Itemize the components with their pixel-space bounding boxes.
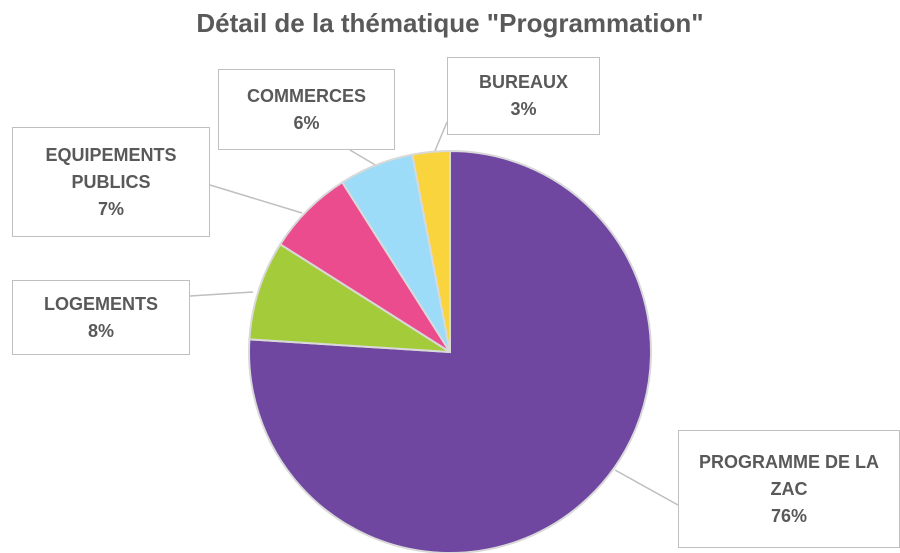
data-label: PROGRAMME DE LA ZAC 76%: [678, 430, 900, 548]
pie-slice: [248, 242, 451, 353]
label-value: 76%: [770, 505, 808, 526]
pie-slice: [411, 149, 451, 353]
leader-line: [614, 469, 679, 506]
label-category: COMMERCES: [246, 85, 366, 106]
label-value: 7%: [97, 198, 124, 219]
label-value: 8%: [87, 320, 114, 341]
leader-line: [209, 184, 303, 214]
chart-title: Détail de la thématique "Programmation": [196, 8, 704, 38]
data-label: COMMERCES 6%: [218, 69, 395, 150]
leader-line: [349, 149, 378, 167]
data-label: LOGEMENTS 8%: [12, 280, 190, 355]
label-category: PROGRAMME DE LA ZAC: [699, 451, 879, 499]
label-value: 6%: [293, 112, 320, 133]
label-category: LOGEMENTS: [43, 293, 158, 314]
data-label: EQUIPEMENTS PUBLICS 7%: [12, 127, 210, 237]
label-value: 3%: [510, 99, 537, 119]
label-category: EQUIPEMENTS PUBLICS: [45, 144, 177, 192]
label-category: BUREAUX: [478, 72, 568, 92]
leader-line: [189, 291, 254, 297]
data-label: BUREAUX 3%: [447, 57, 600, 135]
